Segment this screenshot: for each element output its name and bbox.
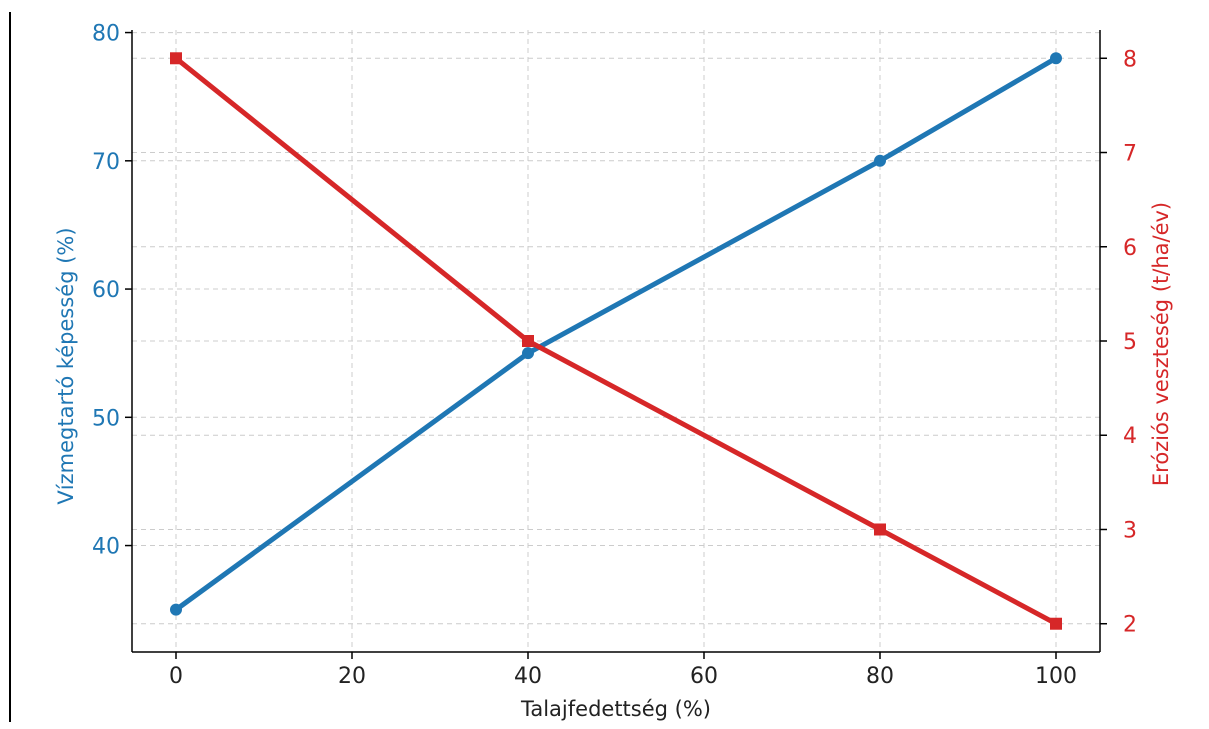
- right-series-line: [174, 56, 1058, 626]
- right-series-point: [1050, 617, 1062, 630]
- right-series-point: [170, 52, 182, 65]
- series: [170, 52, 1062, 630]
- right-series-point: [522, 335, 534, 347]
- left-y-tick-label: 70: [92, 150, 120, 175]
- left-y-tick-label: 50: [92, 406, 120, 431]
- right-y-tick-label: 2: [1123, 613, 1137, 638]
- grid: [132, 30, 1100, 652]
- x-tick-label: 0: [169, 664, 183, 689]
- left-y-tick-label: 60: [92, 278, 120, 303]
- left-series-point: [1050, 52, 1062, 65]
- right-series-point: [874, 523, 886, 536]
- left-series-point: [874, 154, 886, 167]
- left-y-tick-label: 40: [92, 535, 120, 560]
- right-y-tick-label: 7: [1123, 142, 1137, 167]
- right-y-tick-label: 3: [1123, 518, 1137, 543]
- left-series-line: [174, 56, 1058, 612]
- x-tick-label: 20: [338, 664, 366, 689]
- x-tick-label: 40: [514, 664, 542, 689]
- x-tick-label: 60: [690, 664, 718, 689]
- x-tick-label: 80: [866, 664, 894, 689]
- right-y-tick-label: 5: [1123, 330, 1137, 355]
- left-y-tick-label: 80: [92, 22, 120, 47]
- left-series-point: [170, 603, 182, 616]
- right-y-tick-label: 4: [1123, 424, 1137, 449]
- left-y-axis-title: Vízmegtartó képesség (%): [54, 227, 78, 504]
- x-tick-label: 100: [1035, 664, 1077, 689]
- right-y-tick-label: 8: [1123, 47, 1137, 72]
- x-axis-title: Talajfedettség (%): [520, 697, 711, 721]
- left-series-point: [522, 347, 534, 360]
- ticks: 0 20 40 60 80 100 40 50 60 70 80 2 3 4 5 6 7 8: [92, 22, 1137, 689]
- right-y-axis-title: Eróziós veszteség (t/ha/év): [1149, 202, 1173, 486]
- right-y-tick-label: 6: [1123, 236, 1137, 261]
